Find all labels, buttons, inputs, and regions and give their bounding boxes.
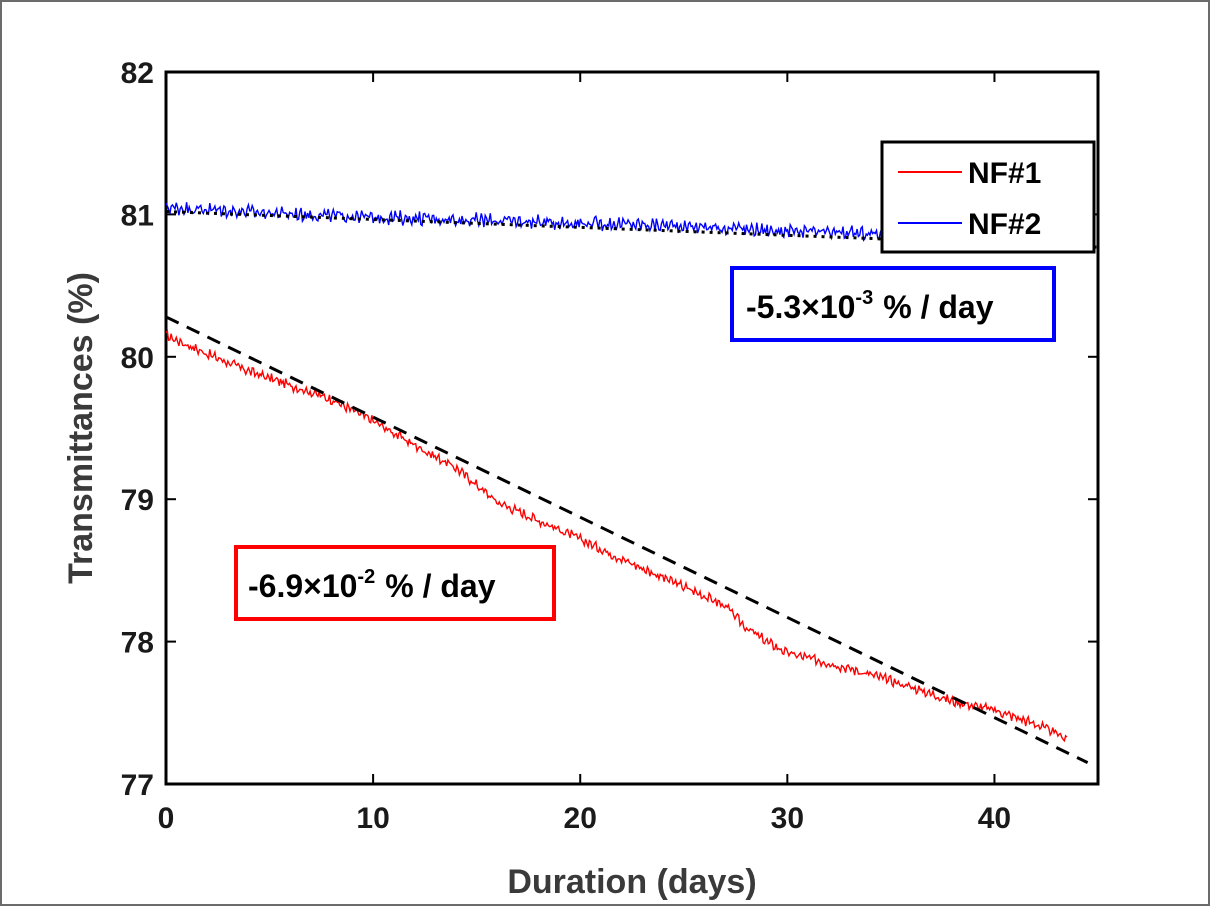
y-axis-label: Transmittances (%) — [62, 272, 100, 584]
y-tick-label: 82 — [121, 57, 154, 90]
tick-labels: 0 10 20 30 40 77 78 79 80 81 82 — [121, 57, 1012, 835]
x-tick-label: 30 — [771, 802, 804, 835]
legend-label-nf2: NF#2 — [968, 208, 1041, 241]
axis-ticks — [165, 71, 1098, 785]
annotation-nf2-slope: -5.3×10-3% / day — [730, 266, 1056, 342]
y-tick-label: 77 — [121, 769, 154, 802]
fit-line-dashed — [165, 315, 1089, 764]
y-tick-label: 78 — [121, 627, 154, 660]
legend-label-nf1: NF#1 — [968, 157, 1041, 190]
annotation-nf1-text: -6.9×10-2% / day — [248, 566, 496, 604]
y-tick-label: 79 — [121, 484, 154, 517]
x-tick-label: 20 — [564, 802, 597, 835]
legend: NF#1 NF#2 — [880, 140, 1096, 254]
y-tick-label: 80 — [121, 342, 154, 375]
x-tick-label: 10 — [356, 802, 389, 835]
x-axis-label: Duration (days) — [507, 863, 756, 901]
annotation-nf2-box — [730, 266, 1056, 342]
annotation-nf1-box — [234, 545, 556, 621]
x-tick-label: 0 — [158, 802, 175, 835]
annotation-nf2-text: -5.3×10-3% / day — [746, 287, 994, 325]
legend-box — [880, 140, 1096, 254]
annotation-nf1-slope: -6.9×10-2% / day — [234, 545, 556, 621]
series-line-nf1 — [165, 329, 1068, 743]
y-tick-label: 81 — [121, 199, 154, 232]
x-tick-label: 40 — [978, 802, 1011, 835]
